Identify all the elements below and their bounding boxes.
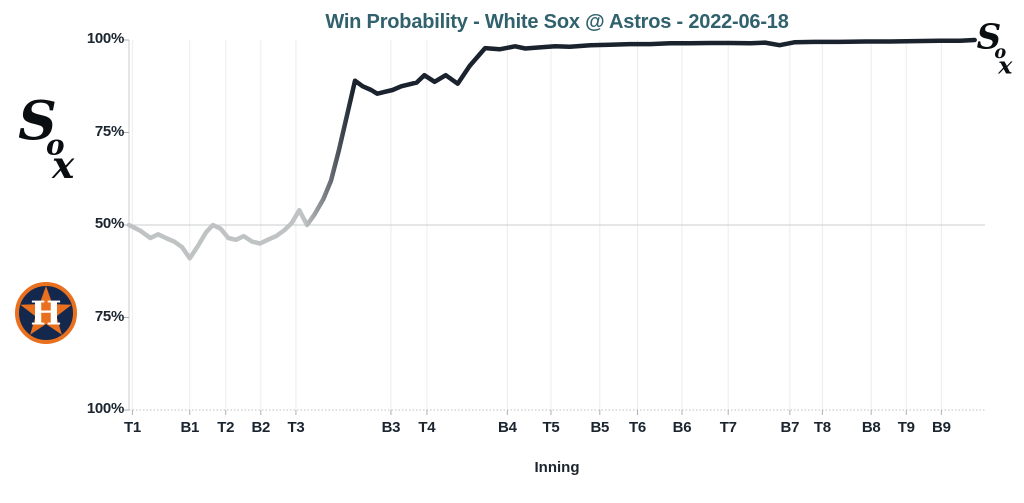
astros-logo-icon: H [15,282,77,344]
y-axis-label: 100% [86,400,124,417]
x-axis-label-B8: B8 [861,419,881,436]
x-axis-label-B5: B5 [590,419,610,436]
x-axis-label-B2: B2 [251,419,271,436]
x-axis-label-B9: B9 [932,419,951,436]
x-axis-label-B4: B4 [498,419,517,436]
sox-letter-s: S [18,94,57,152]
x-axis-label-B6: B6 [672,419,692,436]
x-axis-label-T1: T1 [123,419,141,436]
white-sox-logo: S o x [14,94,80,186]
x-axis-label-T2: T2 [217,419,235,436]
white-sox-endpoint-icon: S o x [976,20,1013,78]
y-axis-label: 50% [94,215,124,232]
x-axis-label-B7: B7 [780,419,800,436]
x-axis-label-B1: B1 [180,419,200,436]
sox-letter-x: x [997,51,1013,78]
astros-letter-h: H [30,294,61,333]
x-axis-label-T6: T6 [629,419,646,436]
sox-letter-o: o [994,42,1006,63]
x-axis-label-T3: T3 [287,419,305,436]
astros-logo: H [13,280,79,346]
x-axis-label-T7: T7 [719,419,737,436]
sox-letter-o: o [46,128,65,161]
white-sox-logo-icon: S o x [18,94,76,186]
x-axis-label-T8: T8 [813,419,831,436]
x-axis-label-T9: T9 [897,419,915,436]
sox-letter-s: S [977,20,1002,57]
chart-title: Win Probability - White Sox @ Astros - 2… [325,11,789,33]
y-axis-label: 75% [94,307,124,325]
x-axis-label-T4: T4 [418,419,436,436]
x-axis-label-T5: T5 [542,419,560,436]
win-probability-line [126,37,977,261]
y-axis-label: 100% [86,30,124,47]
astros-star [20,286,72,335]
sox-letter-x: x [51,143,75,186]
white-sox-endpoint-logo: S o x [974,20,1016,78]
x-axis-label-B3: B3 [381,419,401,436]
y-axis-label: 75% [94,122,124,140]
inning-axis-title: Inning [534,459,580,476]
